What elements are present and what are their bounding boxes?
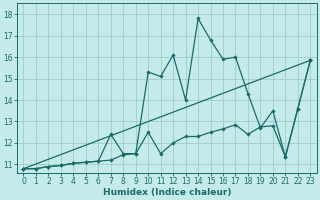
X-axis label: Humidex (Indice chaleur): Humidex (Indice chaleur) (103, 188, 231, 197)
